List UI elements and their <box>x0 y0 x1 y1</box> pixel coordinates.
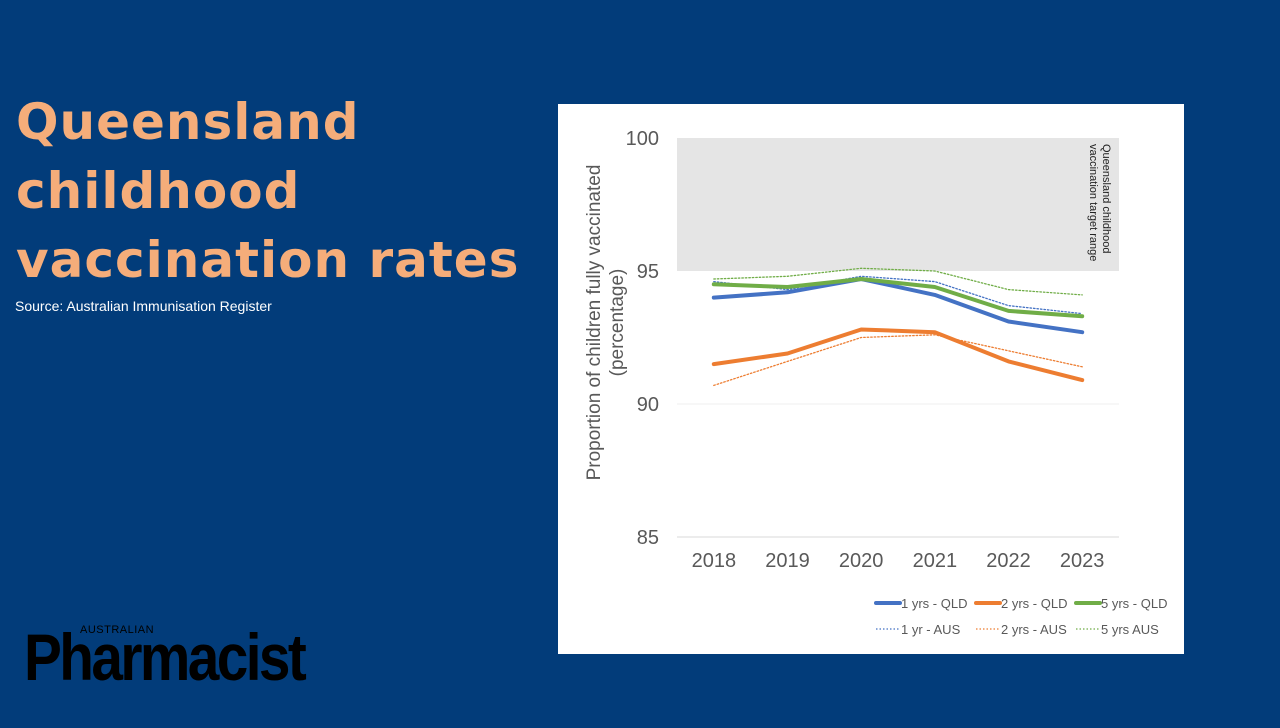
page-title: Queensland childhood vaccination rates <box>16 88 520 295</box>
y-tick-label: 90 <box>637 394 659 416</box>
x-tick-label: 2020 <box>839 550 884 572</box>
legend-label: 5 yrs - QLD <box>1101 596 1167 611</box>
title-line-3: vaccination rates <box>16 231 520 289</box>
x-tick-label: 2018 <box>692 550 737 572</box>
x-tick-label: 2019 <box>765 550 810 572</box>
y-tick-label: 85 <box>637 527 659 549</box>
target-range-band <box>677 138 1119 271</box>
x-tick-label: 2022 <box>986 550 1031 572</box>
series-line-5-yrs-qld <box>711 277 1085 319</box>
y-axis-title-line: Proportion of children fully vaccinated <box>584 165 605 481</box>
australian-pharmacist-logo: Pharmacist AUSTRALIAN <box>24 620 364 690</box>
logo-wordmark: Pharmacist <box>24 620 307 694</box>
title-line-1: Queensland <box>16 93 360 151</box>
legend-label: 2 yrs - AUS <box>1001 622 1067 637</box>
y-tick-label: 100 <box>626 128 659 150</box>
series-line-2-yrs-qld <box>711 327 1085 383</box>
x-tick-label: 2021 <box>913 550 958 572</box>
legend-label: 1 yr - AUS <box>901 622 961 637</box>
legend-label: 2 yrs - QLD <box>1001 596 1067 611</box>
series-line-5-yrs-aus <box>713 267 1083 296</box>
y-axis-title-line: (percentage) <box>607 269 628 377</box>
legend-label: 5 yrs AUS <box>1101 622 1159 637</box>
series-line-1-yr-aus <box>713 275 1083 315</box>
y-axis-title: Proportion of children fully vaccinated(… <box>584 165 628 481</box>
series-line-2-yrs-aus <box>713 334 1083 387</box>
source-note: Source: Australian Immunisation Register <box>15 298 272 314</box>
series-line-1-yrs-qld <box>711 277 1085 335</box>
target-range-label-line: Queensland childhood <box>1100 144 1112 253</box>
y-tick-label: 95 <box>637 261 659 283</box>
legend-label: 1 yrs - QLD <box>901 596 967 611</box>
x-tick-label: 2023 <box>1060 550 1105 572</box>
line-chart: Queensland childhoodvaccination target r… <box>584 128 1167 637</box>
title-line-2: childhood <box>16 162 301 220</box>
target-range-label: Queensland childhoodvaccination target r… <box>1087 144 1112 261</box>
target-range-label-line: vaccination target range <box>1087 144 1099 261</box>
chart-card: Queensland childhoodvaccination target r… <box>558 104 1184 654</box>
logo-tagline: AUSTRALIAN <box>80 624 155 636</box>
